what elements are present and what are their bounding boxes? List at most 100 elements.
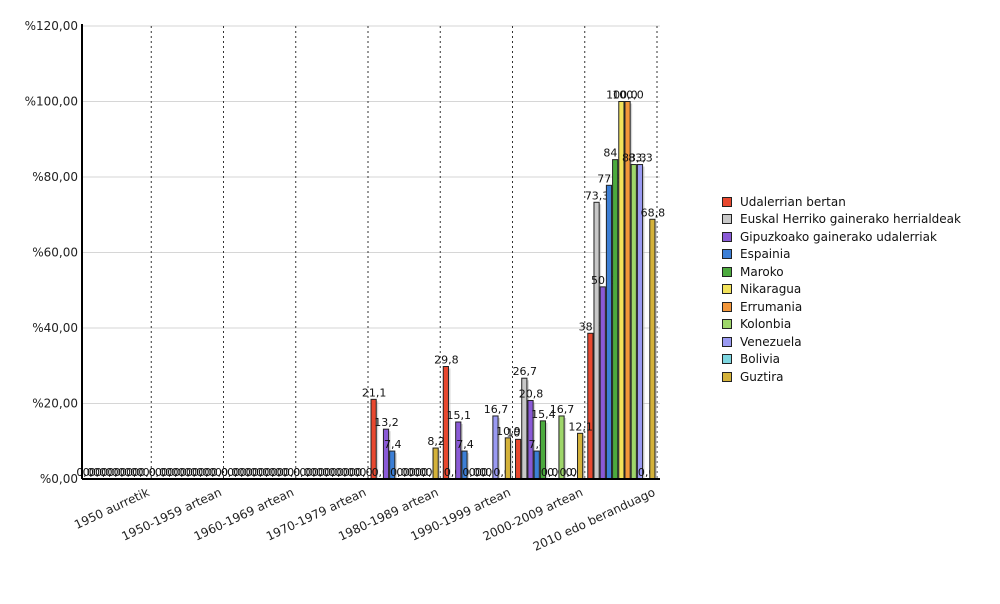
data-label: 0,0 <box>138 466 156 479</box>
data-label: 15,4 <box>531 408 556 421</box>
data-label: 8,2 <box>427 435 445 448</box>
data-label: 0,0 <box>173 466 191 479</box>
legend-swatch <box>722 196 732 207</box>
data-label: 0,0 <box>83 466 101 479</box>
legend-label: Udalerrian bertan <box>740 194 846 209</box>
legend-item: Gipuzkoako gainerako udalerriak <box>722 228 961 246</box>
data-label: 0,0 <box>355 466 373 479</box>
data-label: 0,0 <box>312 466 330 479</box>
legend-label: Errumania <box>740 299 803 314</box>
data-label: 0,0 <box>541 466 559 479</box>
legend-label: Nikaragua <box>740 282 802 297</box>
y-tick-label: %40,00 <box>32 321 78 335</box>
legend-swatch <box>722 284 732 295</box>
data-label: 0,0 <box>318 466 336 479</box>
data-label: 0,0 <box>306 466 324 479</box>
data-label: 16,7 <box>484 403 509 416</box>
data-label: 83,3 <box>628 152 653 165</box>
data-label: 7,4 <box>456 438 474 451</box>
legend-label: Kolonbia <box>740 317 792 332</box>
data-label: 0,0 <box>330 466 348 479</box>
legend-swatch <box>722 249 732 260</box>
bar <box>515 438 522 480</box>
data-label: 73,3 <box>585 189 610 202</box>
legend-item: Espainia <box>722 246 961 264</box>
legend-label: Gipuzkoako gainerako udalerriak <box>740 229 937 244</box>
data-label: 100,0 <box>606 89 638 102</box>
legend: Udalerrian bertan Euskal Herriko gainerak… <box>722 193 961 386</box>
data-label: 0,0 <box>101 466 119 479</box>
legend-item: Bolivia <box>722 351 961 369</box>
data-label: 0,0 <box>149 466 167 479</box>
data-label: 0,0 <box>277 466 295 479</box>
bar <box>432 447 439 480</box>
legend-swatch <box>722 354 732 365</box>
data-label: 0,0 <box>270 466 288 479</box>
data-label: 0,0 <box>349 466 367 479</box>
legend-swatch <box>722 301 732 312</box>
data-label: 7,4 <box>384 438 402 451</box>
bar <box>533 450 540 480</box>
y-tick-label: %100,00 <box>25 95 78 109</box>
data-label: 0,0 <box>264 466 282 479</box>
data-label: 0,0 <box>469 466 487 479</box>
data-label: 0,0 <box>415 466 433 479</box>
data-label: 15,1 <box>447 409 472 422</box>
legend-item: Venezuela <box>722 333 961 351</box>
bar <box>577 432 584 480</box>
data-label: 10,9 <box>496 425 521 438</box>
data-label: 0,0 <box>95 466 113 479</box>
data-label: 0,0 <box>76 466 94 479</box>
y-tick-label: %60,00 <box>32 246 78 260</box>
legend-swatch <box>722 231 732 242</box>
data-label: 0,0 <box>283 466 301 479</box>
data-label: 68,8 <box>641 206 666 219</box>
data-label: 0,0 <box>227 466 245 479</box>
bar <box>649 218 656 480</box>
data-label: 0,0 <box>299 466 317 479</box>
data-label: 0,0 <box>246 466 264 479</box>
y-tick-label: %20,00 <box>32 397 78 411</box>
data-label: 83,3 <box>622 152 647 165</box>
data-label: 0,0 <box>337 466 355 479</box>
data-label: 12,1 <box>568 420 593 433</box>
data-label: 0,0 <box>390 466 408 479</box>
data-label: 0,0 <box>396 466 414 479</box>
legend-label: Guztira <box>740 369 784 384</box>
data-label: 0,0 <box>89 466 107 479</box>
legend-item: Maroko <box>722 263 961 281</box>
bar <box>382 428 390 480</box>
y-tick-label: %80,00 <box>32 170 78 184</box>
data-label: 0,0 <box>114 466 132 479</box>
y-tick-label: %0,00 <box>40 472 78 486</box>
legend-label: Espainia <box>740 247 791 262</box>
data-label: 26,7 <box>513 365 538 378</box>
data-label: 0,0 <box>324 466 342 479</box>
data-label: 0,0 <box>198 466 216 479</box>
data-label: 0,0 <box>239 466 257 479</box>
data-label: 0,0 <box>204 466 222 479</box>
data-label: 0,0 <box>192 466 210 479</box>
data-label: 16,7 <box>550 403 575 416</box>
data-label: 0,0 <box>462 466 480 479</box>
bar <box>587 332 594 480</box>
legend-swatch <box>722 214 732 225</box>
legend-label: Euskal Herriko gainerako herrialdeak <box>740 212 961 227</box>
data-label: 29,8 <box>434 354 459 367</box>
bar <box>612 159 619 480</box>
legend-label: Bolivia <box>740 352 781 367</box>
data-label: 0,0 <box>559 466 577 479</box>
legend-swatch <box>722 371 732 382</box>
data-label: 0,0 <box>126 466 144 479</box>
bar <box>593 201 600 480</box>
data-label: 0,0 <box>258 466 276 479</box>
data-label: 0,0 <box>221 466 239 479</box>
legend-swatch <box>722 266 732 277</box>
data-label: 20,8 <box>519 387 544 400</box>
data-label: 0,0 <box>186 466 204 479</box>
legend-item: Kolonbia <box>722 316 961 334</box>
data-label: 0,0 <box>343 466 361 479</box>
data-label: 13,2 <box>374 416 399 429</box>
bar <box>605 184 613 480</box>
data-label: 100,0 <box>612 89 644 102</box>
